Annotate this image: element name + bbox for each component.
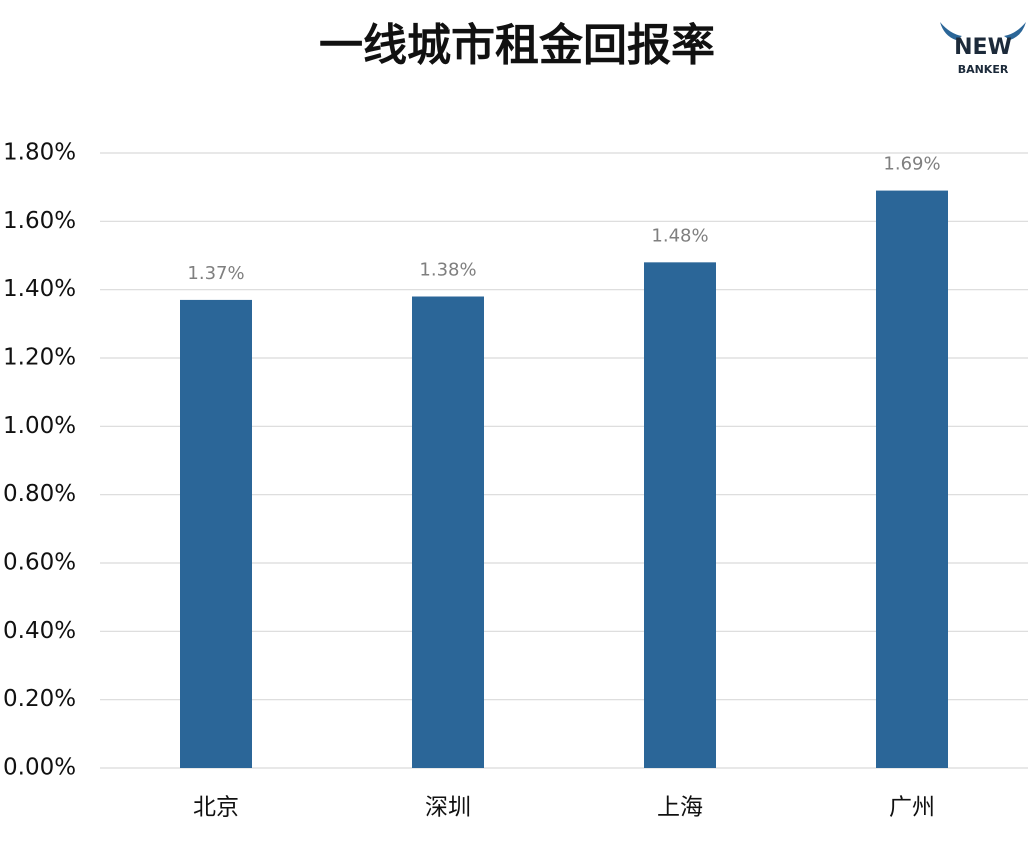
bar — [412, 296, 484, 768]
y-tick-label: 0.00% — [3, 755, 76, 781]
logo: NEW BANKER — [940, 22, 1026, 76]
y-tick-label: 1.80% — [3, 140, 76, 166]
value-label: 1.38% — [419, 260, 476, 281]
y-tick-label: 1.40% — [3, 276, 76, 302]
logo-subtext: BANKER — [958, 63, 1009, 76]
x-tick-label: 上海 — [657, 795, 703, 821]
y-tick-label: 0.40% — [3, 618, 76, 644]
y-tick-label: 0.20% — [3, 686, 76, 712]
y-tick-label: 0.80% — [3, 481, 76, 507]
logo-horn — [940, 22, 962, 40]
logo-text: NEW — [954, 35, 1012, 60]
bar — [876, 190, 948, 769]
x-tick-label: 深圳 — [425, 795, 471, 821]
logo-horn — [1004, 22, 1026, 40]
bar — [180, 299, 252, 768]
x-tick-label: 北京 — [193, 795, 239, 821]
y-tick-label: 0.60% — [3, 550, 76, 576]
bar — [644, 262, 716, 768]
value-label: 1.69% — [883, 154, 940, 175]
chart-title: 一线城市租金回报率 — [319, 20, 715, 71]
y-tick-label: 1.60% — [3, 208, 76, 234]
x-tick-label: 广州 — [889, 795, 935, 821]
value-label: 1.37% — [187, 263, 244, 284]
y-tick-label: 1.20% — [3, 345, 76, 371]
y-tick-label: 1.00% — [3, 413, 76, 439]
value-label: 1.48% — [651, 225, 708, 246]
